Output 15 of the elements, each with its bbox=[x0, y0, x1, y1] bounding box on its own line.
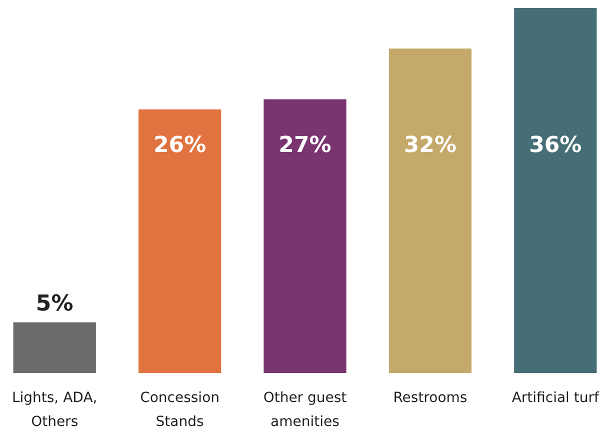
data-label: 26% bbox=[153, 133, 206, 158]
bar bbox=[514, 8, 597, 373]
x-tick-label: Artificial turf bbox=[512, 390, 600, 406]
data-label: 5% bbox=[36, 291, 74, 316]
bar bbox=[138, 109, 222, 373]
data-label: 36% bbox=[529, 133, 582, 158]
bar bbox=[264, 99, 346, 373]
x-tick-label: Concession Stands bbox=[140, 390, 220, 430]
x-tick-label: Restrooms bbox=[393, 390, 468, 406]
x-tick-label: Lights, ADA, Others bbox=[12, 390, 98, 430]
bar bbox=[13, 322, 96, 373]
data-label: 32% bbox=[404, 133, 457, 158]
bar bbox=[388, 48, 472, 373]
data-label: 27% bbox=[278, 133, 332, 158]
x-tick-label: Other guest amenities bbox=[263, 390, 348, 430]
